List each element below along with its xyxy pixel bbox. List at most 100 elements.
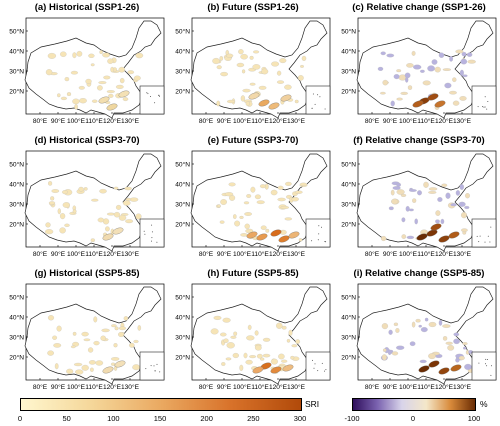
catchment-patch [405,205,410,212]
island-dot [150,96,151,97]
lat-label: 30°N [175,200,190,208]
catchment-patch [225,357,232,361]
island-dot [325,241,327,243]
catchment-patch [78,186,84,192]
catchment-patch [111,324,117,328]
catchment-patch [423,181,429,188]
colorbar-tick-label: 0 [410,414,416,423]
catchment-patch [286,338,291,343]
catchment-highlight [426,229,438,237]
catchment-patch [393,74,400,80]
catchment-patch [428,187,438,191]
lat-label: 50°N [175,27,190,35]
catchment-highlight [248,92,260,100]
catchment-patch [442,324,451,328]
south-china-sea-inset [139,218,165,248]
catchment-patch [74,104,78,110]
catchment-highlight [102,366,114,374]
catchment-patch [277,185,284,190]
lon-label: 120°E [435,383,454,391]
lon-label: 110°E [251,383,269,391]
lon-label: 100°E [67,250,86,258]
island-dot [476,235,478,237]
catchment-patch [393,322,399,327]
panel-title: (e) Future (SSP3-70) [207,135,299,146]
catchment-patch [253,50,260,54]
lon-label: 90°E [217,383,232,391]
island-dot [485,358,487,360]
island-dot [490,226,492,228]
island-dot [487,235,489,237]
lat-label: 30°N [9,333,24,341]
catchment-patch [50,196,55,201]
map-svg: 80°E 90°E 100°E 110°E 120°E 130°E 50°N 40°N 30°N… [341,17,497,125]
catchment-patch [249,55,254,60]
catchment-patch [412,198,417,203]
catchment-patch [455,357,460,363]
catchment-patch [220,199,227,205]
catchment-patch [108,93,114,98]
catchment-patch [224,192,234,197]
catchment-patch [83,187,88,191]
catchment-patch [247,324,252,330]
lat-label: 40°N [9,47,24,55]
catchment-patch [401,234,407,239]
catchment-patch [391,198,399,205]
island-dot [311,107,313,109]
catchment-patch [391,351,399,356]
catchment-patch [291,196,299,202]
catchment-patch [261,68,269,75]
lat-label: 30°N [9,200,24,208]
catchment-patch [390,189,395,196]
catchment-patch [276,70,282,76]
catchment-patch [57,93,61,98]
catchment-patch [420,69,425,73]
catchment-patch [216,100,221,107]
lon-label: 90°E [217,117,232,125]
catchment-patch [81,331,89,337]
lon-label: 90°E [217,250,232,258]
catchment-patch [47,52,57,59]
catchment-patch [52,335,58,340]
catchment-patch [62,202,70,208]
panel-title: (b) Future (SSP1-26) [207,2,299,13]
catchment-patch [411,50,416,56]
catchment-patch [72,331,77,336]
island-dot [150,365,152,367]
lon-label: 130°E [453,250,472,258]
catchment-patch [438,52,445,58]
catchment-patch [262,353,271,358]
catchment-patch [259,184,266,189]
catchment-patch [445,192,451,199]
catchment-patch [75,369,84,375]
catchment-patch [411,321,416,328]
map-panel: (e) Future (SSP3-70) 80°E 90°E 100°E 110°E 12… [174,135,332,263]
catchment-patch [217,204,221,208]
island-dot [477,106,479,108]
catchment-patch [449,90,457,95]
catchment-patch [88,53,95,58]
island-dot [487,101,489,102]
panel-title: (d) Historical (SSP3-70) [34,135,140,146]
catchment-patch [244,223,250,229]
map-svg: 80°E 90°E 100°E 110°E 120°E 130°E 50°N 40°N 30°N… [175,150,331,258]
catchment-highlight [434,100,446,108]
lat-label: 20°N [9,220,24,228]
catchment-patch [216,65,222,70]
lon-label: 130°E [287,383,306,391]
map-panel: (b) Future (SSP1-26) 80°E 90°E 100°E 110°E 12… [174,2,332,130]
lat-label: 20°N [175,220,190,228]
catchment-highlight [118,90,130,98]
catchment-patch [81,364,89,371]
catchment-patch [281,325,287,330]
catchment-patch [458,201,466,207]
lon-label: 110°E [251,250,269,258]
south-china-sea-inset [471,351,497,381]
island-dot [156,363,158,365]
lon-label: 100°E [67,383,86,391]
catchment-patch [87,347,94,353]
catchment-patch [246,194,252,198]
island-dot [325,369,327,371]
lon-label: 90°E [383,117,398,125]
catchment-patch [254,194,261,200]
